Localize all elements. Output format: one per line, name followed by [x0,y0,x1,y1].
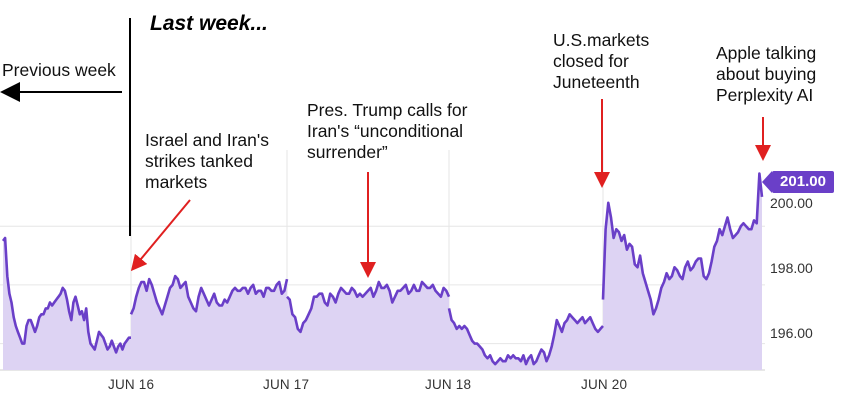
y-tick-label: 196.00 [770,325,813,341]
price-line [286,280,451,334]
annotation-israel-iran: Israel and Iran's strikes tanked markets [145,130,269,192]
israel-iran-arrow [130,199,191,272]
x-tick-label: JUN 16 [108,377,155,392]
chart-title: Last week... [150,12,268,35]
price-line [601,172,764,316]
current-price-badge: 201.00 [762,171,834,193]
annotation-juneteenth: U.S.markets closed for Juneteenth [553,30,650,92]
x-tick-label: JUN 17 [263,377,310,392]
y-tick-label: 198.00 [770,260,813,276]
session-area [287,282,449,370]
x-tick-label: JUN 20 [581,377,628,392]
annotation-apple: Apple talking about buying Perplexity AI [716,43,817,105]
x-tick-label: JUN 18 [425,377,472,392]
annotation-trump: Pres. Trump calls for Iran's “unconditio… [307,100,468,162]
price-line [1,236,131,354]
price-line [129,274,289,316]
session-area [131,276,287,370]
session-area [603,173,762,370]
price-line [447,308,604,366]
previous-week-label: Previous week [2,60,116,80]
y-tick-label: 200.00 [770,195,813,211]
